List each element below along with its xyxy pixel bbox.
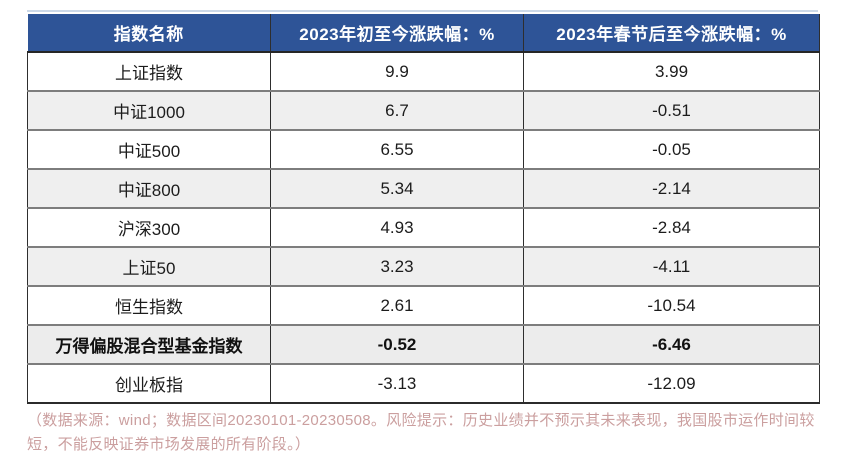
post-festival-change-cell: -4.11 xyxy=(523,246,820,286)
table-row: 沪深300 4.93 -2.84 xyxy=(27,207,820,247)
index-name-cell: 上证指数 xyxy=(27,52,271,91)
post-festival-change-cell: -2.14 xyxy=(523,168,820,208)
index-name-cell: 中证1000 xyxy=(27,90,271,130)
data-source-footnote: （数据来源：wind；数据区间20230101-20230508。风险提示：历史… xyxy=(27,412,815,453)
ytd-change-cell: 2.61 xyxy=(270,285,524,325)
table-row: 中证1000 6.7 -0.51 xyxy=(27,90,820,130)
ytd-change-cell: -0.52 xyxy=(270,324,524,364)
ytd-change-cell: 6.7 xyxy=(270,90,524,130)
table-row: 万得偏股混合型基金指数 -0.52 -6.46 xyxy=(27,324,820,364)
table-row: 恒生指数 2.61 -10.54 xyxy=(27,285,820,325)
table-row: 中证800 5.34 -2.14 xyxy=(27,168,820,208)
index-name-cell: 万得偏股混合型基金指数 xyxy=(27,324,271,364)
table-row: 上证指数 9.9 3.99 xyxy=(27,52,820,91)
ytd-change-cell: 9.9 xyxy=(270,52,524,91)
table-row: 上证50 3.23 -4.11 xyxy=(27,246,820,286)
post-festival-change-cell: 3.99 xyxy=(523,52,820,91)
post-festival-change-cell: -10.54 xyxy=(523,285,820,325)
table-row: 中证500 6.55 -0.05 xyxy=(27,129,820,169)
ytd-change-cell: 4.93 xyxy=(270,207,524,247)
ytd-change-cell: 3.23 xyxy=(270,246,524,286)
index-performance-table: 指数名称 2023年初至今涨跌幅：% 2023年春节后至今涨跌幅：% 上证指数 9… xyxy=(27,14,820,404)
index-name-cell: 恒生指数 xyxy=(27,285,271,325)
post-festival-change-cell: -0.51 xyxy=(523,90,820,130)
column-header-ytd-change: 2023年初至今涨跌幅：% xyxy=(270,14,524,53)
ytd-change-cell: -3.13 xyxy=(270,363,524,404)
index-name-cell: 中证800 xyxy=(27,168,271,208)
column-header-post-festival-change: 2023年春节后至今涨跌幅：% xyxy=(523,14,820,53)
table-header-row: 指数名称 2023年初至今涨跌幅：% 2023年春节后至今涨跌幅：% xyxy=(27,14,820,53)
post-festival-change-cell: -0.05 xyxy=(523,129,820,169)
table-row: 创业板指 -3.13 -12.09 xyxy=(27,363,820,404)
index-name-cell: 创业板指 xyxy=(27,363,271,404)
table-header: 指数名称 2023年初至今涨跌幅：% 2023年春节后至今涨跌幅：% xyxy=(27,14,820,53)
ytd-change-cell: 5.34 xyxy=(270,168,524,208)
post-festival-change-cell: -6.46 xyxy=(523,324,820,364)
column-header-index-name: 指数名称 xyxy=(27,14,271,53)
table-body: 上证指数 9.9 3.99 中证1000 6.7 -0.51 中证500 6.55 -0.05 中… xyxy=(27,52,820,404)
index-name-cell: 沪深300 xyxy=(27,207,271,247)
top-divider-rule xyxy=(27,10,818,12)
post-festival-change-cell: -2.84 xyxy=(523,207,820,247)
index-name-cell: 上证50 xyxy=(27,246,271,286)
index-name-cell: 中证500 xyxy=(27,129,271,169)
post-festival-change-cell: -12.09 xyxy=(523,363,820,404)
ytd-change-cell: 6.55 xyxy=(270,129,524,169)
